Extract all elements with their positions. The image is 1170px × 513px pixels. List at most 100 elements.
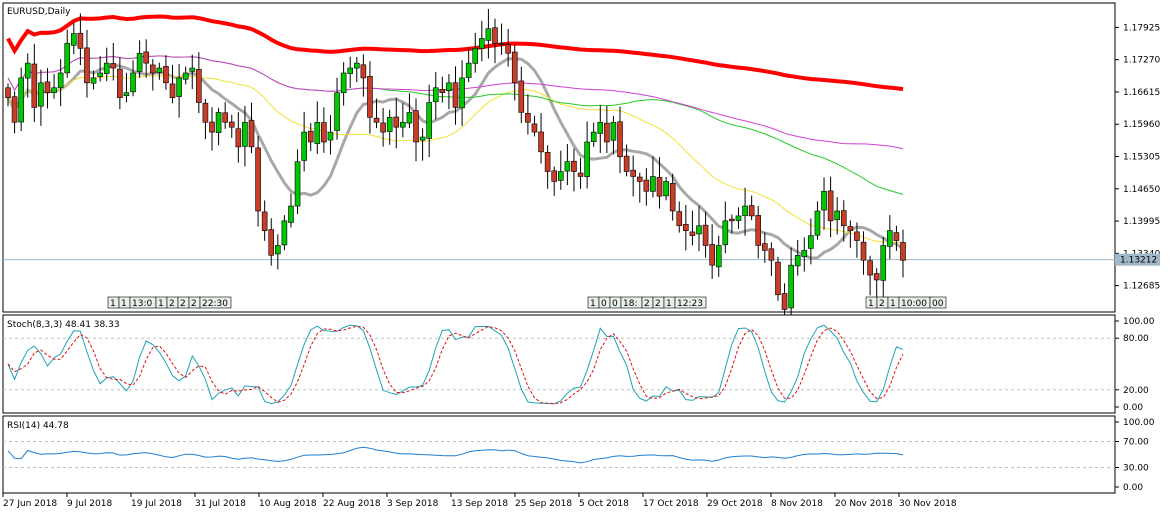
candle-body	[696, 225, 702, 235]
candle-body	[762, 243, 768, 251]
event-marker-label: 1	[890, 299, 896, 309]
candle-body	[663, 181, 669, 197]
price-panel[interactable]	[2, 2, 1116, 313]
candle-body	[538, 131, 544, 153]
price-tick-label: 1.15960	[1123, 120, 1160, 130]
candle-body	[334, 92, 340, 131]
stoch-tick-label: 100.00	[1123, 317, 1155, 327]
price-tick-label: 1.15305	[1123, 153, 1160, 163]
candle-body	[465, 62, 472, 78]
candle-body	[722, 220, 729, 246]
candle-body	[900, 242, 906, 261]
candle-body	[768, 248, 775, 261]
candle-body	[301, 131, 307, 161]
candle-body	[479, 38, 485, 49]
ma-line-1	[7, 75, 904, 244]
stochastic-lines	[3, 324, 1115, 405]
candle-body	[97, 72, 103, 77]
candle-body	[386, 117, 393, 132]
candle-body	[676, 211, 683, 227]
candle-body	[518, 80, 525, 113]
candle-body	[748, 205, 755, 217]
time-tick-label: 13 Sep 2018	[451, 499, 508, 509]
candle-body	[136, 52, 143, 72]
time-tick-label: 25 Sep 2018	[515, 499, 572, 509]
candle-body	[775, 261, 781, 296]
candle-body	[808, 235, 814, 249]
candle-body	[715, 245, 722, 268]
event-marker-label: 2	[169, 299, 175, 309]
candle-body	[360, 64, 367, 79]
candle-body	[130, 72, 136, 93]
event-marker-label: 0	[612, 299, 618, 309]
candle-body	[242, 121, 248, 147]
candle-body	[709, 244, 715, 266]
candle-body	[380, 122, 386, 133]
candle-body	[571, 160, 577, 172]
rsi-tick-label: 30.00	[1123, 464, 1149, 474]
rsi-tick-label: 0.00	[1123, 483, 1143, 493]
time-tick-label: 29 Oct 2018	[707, 499, 763, 509]
candle-body	[90, 77, 97, 84]
candle-body	[215, 112, 222, 133]
candle-body	[840, 210, 847, 227]
candle-body	[755, 215, 762, 246]
time-tick-label: 10 Aug 2018	[259, 499, 317, 509]
candle-body	[103, 62, 110, 74]
candle-body	[24, 62, 31, 79]
candle-body	[834, 210, 840, 221]
candle-body	[228, 121, 235, 128]
candlesticks	[5, 8, 906, 324]
candle-body	[419, 136, 426, 141]
candle-body	[321, 122, 327, 143]
event-marker-label: 00	[932, 299, 944, 309]
candle-body	[176, 77, 182, 97]
price-tick-label: 1.16615	[1123, 88, 1160, 98]
candle-body	[347, 67, 354, 74]
candle-body	[44, 81, 51, 93]
candle-body	[5, 87, 11, 98]
price-tick-label: 1.13995	[1123, 217, 1160, 227]
candle-body	[801, 250, 808, 258]
event-marker-label: 1	[121, 299, 127, 309]
candle-body	[827, 190, 834, 222]
candle-body	[51, 87, 57, 93]
event-marker-label: 13:0	[132, 299, 152, 309]
rsi-axis: 100.00 70.00 30.00 0.00	[1115, 418, 1155, 493]
candle-body	[551, 170, 558, 182]
candle-body	[650, 176, 656, 192]
event-marker-box	[674, 296, 707, 309]
price-tick-label: 1.17925	[1123, 23, 1160, 33]
candle-body	[511, 51, 518, 84]
candle-body	[590, 131, 597, 142]
candle-body	[156, 67, 163, 73]
candle-body	[610, 121, 617, 141]
stochastic-axis: 100.00 80.00 20.00 0.00	[1115, 317, 1155, 413]
current-price-tag: 1.13212	[1115, 253, 1160, 266]
stochastic-panel[interactable]	[2, 314, 1116, 414]
candle-body	[459, 77, 465, 109]
candle-body	[584, 141, 590, 177]
stochastic-label: Stoch(8,3,3) 48.41 38.33	[7, 320, 120, 330]
time-tick-label: 8 Nov 2018	[771, 499, 823, 509]
event-marker-label: 22:30	[202, 299, 228, 309]
candle-body	[189, 67, 196, 72]
price-axis: 1.17925 1.17270 1.16615 1.15960 1.15305 1.146…	[1115, 23, 1160, 292]
candle-body	[149, 64, 156, 74]
event-marker-box	[199, 296, 232, 309]
candle-body	[636, 176, 643, 182]
candle-body	[452, 82, 459, 108]
candle-body	[393, 116, 400, 128]
candle-body	[669, 182, 676, 212]
time-tick-label: 22 Aug 2018	[323, 499, 381, 509]
stoch-tick-label: 0.00	[1123, 403, 1143, 413]
candle-body	[117, 68, 123, 98]
candle-body	[327, 131, 334, 141]
candle-body	[498, 43, 505, 45]
candle-body	[630, 169, 636, 177]
candle-body	[446, 82, 452, 92]
time-tick-label: 31 Jul 2018	[195, 499, 246, 509]
rsi-panel[interactable]	[2, 415, 1116, 494]
price-tick-label: 1.14650	[1123, 185, 1160, 195]
